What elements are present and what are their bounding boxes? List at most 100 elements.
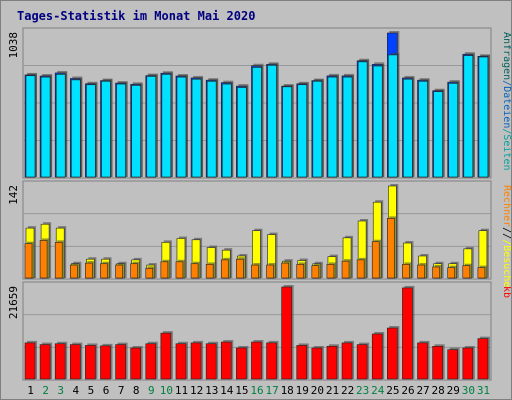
bar-dateien xyxy=(252,67,262,178)
day-tick-label: 13 xyxy=(205,384,218,397)
bar-rechner xyxy=(39,240,48,279)
day-tick-label: 25 xyxy=(386,384,399,397)
bar-rechner xyxy=(24,243,33,279)
day-tick-label: 30 xyxy=(462,384,475,397)
bar-dateien xyxy=(463,55,474,178)
bar-kb xyxy=(447,349,459,380)
bar-dateien xyxy=(191,78,202,178)
bar-dateien xyxy=(101,80,111,178)
panel-traffic-legend: kb xyxy=(501,286,511,298)
day-tick-label: 27 xyxy=(416,384,429,397)
bar-dateien xyxy=(221,83,232,178)
bar-kb xyxy=(326,345,338,380)
day-tick-label: 22 xyxy=(341,384,354,397)
day-tick-label: 17 xyxy=(265,384,278,397)
day-tick-label: 24 xyxy=(371,384,385,397)
bar-dateien xyxy=(312,80,323,178)
bar-kb xyxy=(462,347,474,380)
bar-kb xyxy=(24,342,36,380)
bar-kb xyxy=(100,345,111,380)
bar-rechner xyxy=(387,218,395,279)
bar-rechner xyxy=(115,264,123,279)
bar-rechner xyxy=(69,264,78,279)
bar-dateien xyxy=(55,74,66,178)
day-tick-label: 23 xyxy=(356,384,369,397)
bar-rechner xyxy=(190,263,199,279)
legend-entry-: // xyxy=(501,227,511,239)
bar-rechner xyxy=(85,262,93,279)
day-tick-label: 31 xyxy=(477,384,490,397)
bar-kb xyxy=(402,287,413,380)
legend-entry-rechner: Rechner xyxy=(501,185,511,227)
bar-kb xyxy=(236,347,247,380)
day-tick-label: 21 xyxy=(326,384,339,397)
bar-dateien xyxy=(206,80,217,178)
bar-dateien xyxy=(448,83,459,178)
bar-kb xyxy=(85,345,96,380)
bar-kb xyxy=(296,345,308,380)
day-tick-label: 14 xyxy=(220,384,234,397)
day-tick-label: 7 xyxy=(118,384,125,397)
bar-kb xyxy=(356,344,368,380)
day-tick-label: 26 xyxy=(401,384,414,397)
day-tick-label: 9 xyxy=(148,384,155,397)
bar-rechner xyxy=(130,263,138,279)
day-tick-labels: 1 2 3 4 5 6 7 8 9 10 11 12 13 14 15 16 17 18 19 20 21 22 23 24 2… xyxy=(27,384,490,397)
bar-rechner xyxy=(145,267,154,279)
bar-dateien xyxy=(25,75,36,178)
bar-rechner xyxy=(251,264,259,279)
day-tick-label: 20 xyxy=(311,384,324,397)
bar-kb xyxy=(39,344,51,380)
day-tick-label: 3 xyxy=(57,384,64,397)
bar-dateien xyxy=(297,84,308,178)
day-tick-label: 2 xyxy=(42,384,49,397)
bar-kb xyxy=(130,347,141,380)
bar-kb xyxy=(220,341,232,380)
day-tick-label: 6 xyxy=(103,384,110,397)
bar-kb xyxy=(175,343,187,380)
day-tick-label: 1 xyxy=(27,384,34,397)
bar-rechner xyxy=(311,265,320,279)
day-tick-label: 4 xyxy=(73,384,80,397)
bar-rechner xyxy=(160,261,169,279)
bar-rechner xyxy=(477,267,486,279)
bar-kb xyxy=(266,342,277,380)
bar-kb xyxy=(387,327,398,380)
bar-rechner xyxy=(356,259,365,279)
day-tick-label: 28 xyxy=(432,384,445,397)
bar-rechner xyxy=(205,264,214,279)
day-tick-label: 16 xyxy=(250,384,263,397)
legend-entry-anfragen: Anfragen xyxy=(501,32,511,80)
bar-kb xyxy=(205,343,217,380)
panel-visits: 142 Rechner///Besuche xyxy=(7,180,511,287)
bar-dateien xyxy=(237,87,247,178)
bar-dateien xyxy=(478,56,489,178)
bar-rechner xyxy=(100,263,108,279)
bar-rechner xyxy=(462,265,471,279)
bar-dateien xyxy=(146,76,157,178)
bar-rechner xyxy=(371,241,380,279)
bar-rechner xyxy=(220,259,229,279)
day-tick-label: 5 xyxy=(88,384,95,397)
bar-rechner xyxy=(402,264,410,279)
legend-entry-dateien: /Dateien xyxy=(501,80,511,128)
panel-requests: 1038 Anfragen/Dateien/Seiten xyxy=(7,27,511,179)
bar-dateien xyxy=(161,74,172,178)
bar-dateien xyxy=(342,76,353,178)
panel-traffic: 21659 kb xyxy=(7,281,511,381)
bar-kb xyxy=(477,338,489,380)
day-tick-label: 19 xyxy=(296,384,309,397)
bar-rechner xyxy=(341,260,350,279)
day-tick-label: 12 xyxy=(190,384,203,397)
bar-rechner xyxy=(266,264,274,279)
bar-kb xyxy=(251,341,262,380)
bar-kb xyxy=(311,347,323,380)
bar-rechner xyxy=(432,266,440,279)
panel-requests-legend: Anfragen/Dateien/Seiten xyxy=(501,32,511,171)
day-tick-label: 10 xyxy=(160,384,173,397)
legend-entry-seiten: /Seiten xyxy=(501,128,511,170)
legend-entry-kb: kb xyxy=(501,286,511,298)
bar-dateien xyxy=(388,54,398,178)
